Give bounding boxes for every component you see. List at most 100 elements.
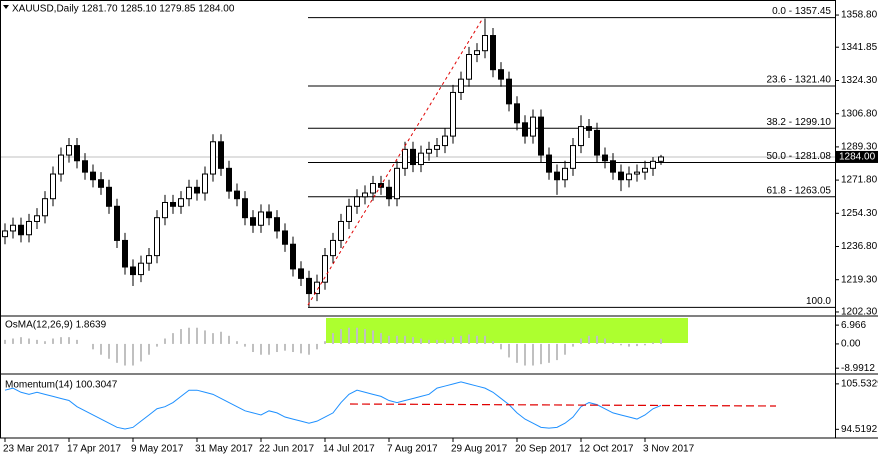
highlight-box (326, 318, 688, 343)
osma-bar (156, 343, 158, 347)
candle-body (2, 230, 8, 238)
candle-body (66, 145, 72, 156)
osma-bar (548, 343, 550, 363)
candle-body (322, 255, 328, 283)
candle-body (170, 201, 176, 207)
osma-bar (4, 339, 6, 344)
osma-bar (228, 335, 230, 344)
candle-body (466, 54, 472, 80)
candle-body (290, 243, 296, 270)
candle-body (546, 154, 552, 173)
osma-bar (68, 337, 70, 344)
candle-body (202, 173, 208, 194)
osma-bar (180, 329, 182, 344)
y-tick-label: 1289.30 (841, 142, 878, 153)
osma-bar (92, 343, 94, 350)
y-tick-label: 6.966 (841, 320, 866, 331)
candle-body (146, 255, 152, 264)
osma-bar (116, 343, 118, 363)
osma-bar (660, 338, 662, 344)
osma-bar (244, 343, 246, 347)
osma-bar (516, 343, 518, 363)
osma-bar (444, 339, 446, 344)
osma-bar (332, 333, 334, 344)
osma-bar (500, 343, 502, 350)
indicator-title: Momentum(14) 100.3047 (5, 380, 118, 391)
candle-body (298, 268, 304, 279)
y-tick-label: 1324.30 (841, 75, 878, 86)
osma-bar (620, 343, 622, 346)
candle-body (154, 217, 160, 257)
x-tick-label: 31 May 2017 (195, 444, 253, 455)
fib-label: 61.8 - 1263.05 (767, 185, 832, 196)
candle-body (410, 148, 416, 166)
candle-body (314, 281, 320, 295)
candle-body (282, 230, 288, 245)
candle-body (482, 35, 488, 52)
candle-body (98, 179, 104, 188)
candle-body (474, 50, 480, 56)
momentum-trendline (349, 403, 777, 407)
candle-body (210, 141, 216, 175)
candle-body (394, 167, 400, 200)
osma-bar (396, 335, 398, 344)
candle-body (354, 196, 360, 207)
candle-body (562, 167, 568, 181)
osma-bar (468, 334, 470, 344)
candle-body (642, 167, 648, 173)
osma-bar (44, 341, 46, 344)
candle-body (330, 239, 336, 257)
osma-bar (484, 335, 486, 344)
osma-bar (76, 339, 78, 344)
candle-body (506, 78, 512, 105)
fib-label: 100.0 (806, 296, 831, 307)
candle-body (658, 156, 664, 162)
osma-bar (36, 339, 38, 344)
candle-body (58, 154, 64, 175)
x-tick-label: 12 Oct 2017 (579, 444, 634, 455)
candle-body (306, 277, 312, 295)
osma-bar (356, 327, 358, 344)
y-tick-label: -8.9912 (841, 363, 875, 374)
candle-body (386, 186, 392, 200)
candle-body (10, 224, 16, 232)
candle-body (42, 198, 48, 217)
osma-bar (324, 341, 326, 344)
candle-body (650, 160, 656, 169)
osma-bar (204, 330, 206, 344)
candle-body (338, 220, 344, 241)
candle-body (602, 154, 608, 162)
candle-body (586, 126, 592, 131)
fib-label: 38.2 - 1299.10 (767, 117, 832, 128)
candle-body (362, 192, 368, 198)
osma-bar (260, 343, 262, 355)
candle-body (226, 167, 232, 192)
osma-bar (388, 335, 390, 344)
osma-bar (508, 343, 510, 358)
candle-body (458, 78, 464, 93)
osma-bar (612, 342, 614, 344)
osma-bar (596, 335, 598, 344)
osma-bar (364, 329, 366, 344)
y-tick-label: 1271.80 (841, 175, 878, 186)
candle-body (130, 266, 136, 276)
osma-bar (308, 343, 310, 355)
osma-bar (188, 327, 190, 344)
osma-bar (420, 338, 422, 344)
osma-bar (292, 343, 294, 353)
y-tick-label: 1236.80 (841, 241, 878, 252)
candle-body (122, 239, 128, 268)
osma-bar (252, 343, 254, 353)
candle-body (186, 186, 192, 200)
candle-body (498, 69, 504, 80)
y-tick-label: 1202.30 (841, 307, 878, 318)
x-tick-label: 22 Jun 2017 (259, 444, 314, 455)
osma-bar (532, 343, 534, 366)
osma-bar (340, 329, 342, 344)
menu-arrow[interactable] (3, 5, 9, 9)
candle-body (370, 183, 376, 194)
candle-body (258, 211, 264, 226)
osma-bar (172, 333, 174, 344)
candle-body (346, 205, 352, 222)
